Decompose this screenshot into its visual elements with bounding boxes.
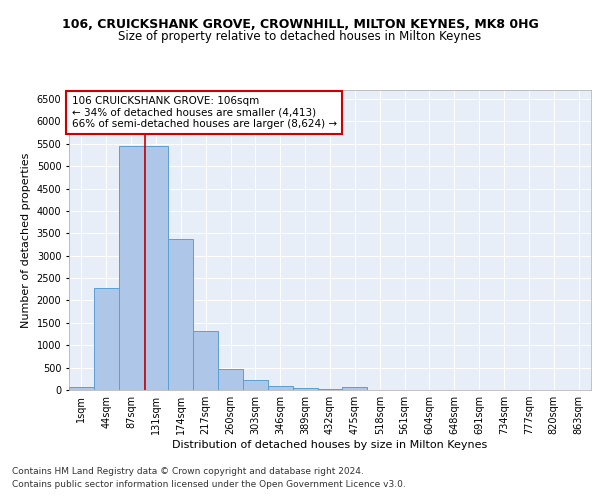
Text: 106, CRUICKSHANK GROVE, CROWNHILL, MILTON KEYNES, MK8 0HG: 106, CRUICKSHANK GROVE, CROWNHILL, MILTO… bbox=[62, 18, 538, 30]
Text: 106 CRUICKSHANK GROVE: 106sqm
← 34% of detached houses are smaller (4,413)
66% o: 106 CRUICKSHANK GROVE: 106sqm ← 34% of d… bbox=[71, 96, 337, 129]
Bar bbox=[169, 238, 193, 390]
Bar bbox=[218, 369, 243, 390]
X-axis label: Distribution of detached houses by size in Milton Keynes: Distribution of detached houses by size … bbox=[172, 440, 488, 450]
Bar bbox=[243, 380, 268, 390]
Bar bbox=[268, 386, 293, 390]
Bar bbox=[293, 388, 317, 390]
Bar bbox=[69, 386, 94, 390]
Bar bbox=[317, 389, 343, 390]
Text: Size of property relative to detached houses in Milton Keynes: Size of property relative to detached ho… bbox=[118, 30, 482, 43]
Bar bbox=[143, 146, 169, 390]
Bar bbox=[94, 288, 119, 390]
Text: Contains HM Land Registry data © Crown copyright and database right 2024.: Contains HM Land Registry data © Crown c… bbox=[12, 467, 364, 476]
Bar bbox=[119, 146, 143, 390]
Bar bbox=[193, 332, 218, 390]
Bar bbox=[343, 386, 367, 390]
Y-axis label: Number of detached properties: Number of detached properties bbox=[21, 152, 31, 328]
Text: Contains public sector information licensed under the Open Government Licence v3: Contains public sector information licen… bbox=[12, 480, 406, 489]
